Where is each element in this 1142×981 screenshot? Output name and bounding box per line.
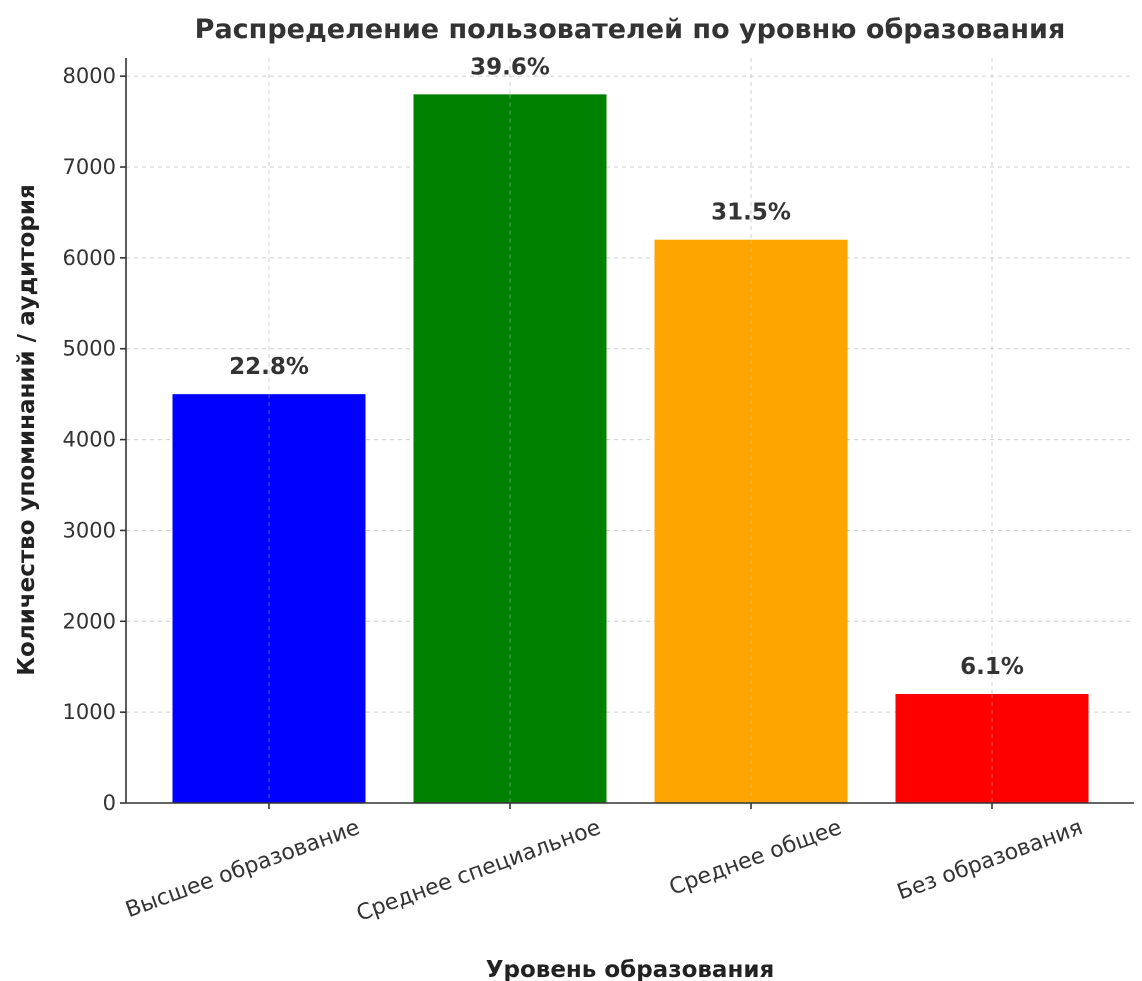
y-tick-labels: 0 1000 2000 3000 4000 5000 6000 7000 8000: [63, 64, 126, 815]
bar-data-label: 39.6%: [470, 54, 550, 80]
y-tick-label: 4000: [63, 428, 116, 452]
data-labels: 22.8% 39.6% 31.5% 6.1%: [229, 54, 1024, 680]
bar: [895, 693, 1089, 803]
bar: [413, 94, 607, 804]
bar: [172, 394, 366, 803]
y-tick-label: 2000: [63, 609, 116, 633]
y-tick-label: 5000: [63, 337, 116, 361]
y-tick-label: 3000: [63, 518, 116, 542]
x-tick-label: Среднее специальное: [353, 815, 604, 927]
bar-data-label: 22.8%: [229, 354, 309, 380]
y-tick-label: 7000: [63, 155, 116, 179]
y-tick-label: 1000: [63, 700, 116, 724]
bars: [172, 94, 1089, 804]
y-tick-label: 8000: [63, 64, 116, 88]
x-axis-title: Уровень образования: [486, 957, 774, 981]
x-tick-label: Среднее общее: [666, 815, 845, 901]
x-tick-label: Высшее образование: [122, 815, 363, 923]
bar-data-label: 31.5%: [711, 200, 791, 226]
chart-title: Распределение пользователей по уровню об…: [195, 14, 1066, 45]
y-tick-label: 0: [103, 791, 116, 815]
bar-data-label: 6.1%: [960, 654, 1024, 680]
x-tick-label: Без образования: [894, 815, 1086, 905]
axes: [125, 58, 1134, 804]
bar: [654, 239, 848, 803]
y-tick-label: 6000: [63, 246, 116, 270]
y-axis-title: Количество упоминаний / аудитория: [14, 184, 40, 676]
